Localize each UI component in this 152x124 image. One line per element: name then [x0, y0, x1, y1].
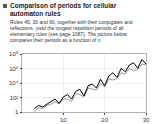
svg-text:10⁶: 10⁶ [9, 66, 19, 72]
svg-text:10⁴: 10⁴ [9, 80, 19, 86]
svg-text:20: 20 [101, 117, 108, 123]
svg-text:30: 30 [143, 117, 150, 123]
svg-text:10: 10 [60, 117, 67, 123]
svg-text:10²: 10² [10, 95, 19, 101]
html-text:Comparison of periods for cell: Comparison of periods for cellular autom… [10, 2, 117, 17]
svg-text:1: 1 [15, 109, 19, 115]
html-text:Rules 45, 30 and 60, together: Rules 45, 30 and 60, together with their… [10, 19, 133, 43]
svg-text:10⁸: 10⁸ [9, 51, 19, 57]
